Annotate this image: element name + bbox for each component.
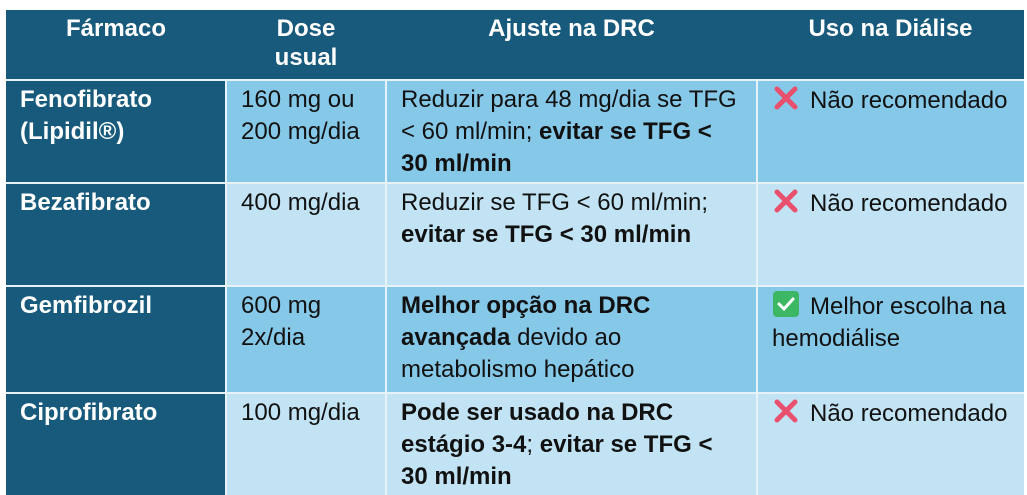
- adjust-text-segment: Reduzir para 48 mg/dia se TFG < 60 ml/mi…: [401, 86, 737, 145]
- cross-mark-icon: [772, 397, 800, 425]
- cross-mark-icon: [772, 84, 800, 112]
- table-row: Fenofibrato (Lipidil®) 160 mg ou 200 mg/…: [6, 79, 1024, 183]
- cross-mark-icon: [772, 187, 800, 215]
- dialysis-text: Não recomendado: [810, 400, 1008, 427]
- dialysis-text: Não recomendado: [810, 190, 1008, 217]
- header-dialysis: Uso na Diálise: [757, 10, 1024, 80]
- adjust-cell: Pode ser usado na DRC estágio 3-4; evita…: [385, 392, 757, 495]
- dose-cell: 400 mg/dia: [225, 182, 386, 286]
- dose-cell: 100 mg/dia: [225, 392, 386, 495]
- table-row: Gemfibrozil 600 mg 2x/dia Melhor opção n…: [6, 285, 1024, 393]
- adjust-text-segment: ;: [526, 431, 540, 458]
- adjust-text-segment: Reduzir se TFG < 60 ml/min;: [401, 189, 708, 216]
- dialysis-text: Não recomendado: [810, 87, 1008, 114]
- header-adjust: Ajuste na DRC: [386, 10, 757, 80]
- adjust-text-segment: evitar se TFG < 30 ml/min: [401, 431, 713, 490]
- adjust-text-segment: Pode ser usado na DRC estágio 3-4: [401, 399, 674, 458]
- dialysis-cell: Não recomendado: [756, 182, 1024, 286]
- adjust-cell: Melhor opção na DRC avançada devido ao m…: [385, 285, 757, 393]
- table-row: Bezafibrato 400 mg/dia Reduzir se TFG < …: [6, 182, 1024, 286]
- table-row: Ciprofibrato 100 mg/dia Pode ser usado n…: [6, 392, 1024, 495]
- check-mark-icon: [772, 290, 800, 318]
- dose-cell: 600 mg 2x/dia: [225, 285, 386, 393]
- adjust-text-segment: evitar se TFG < 30 ml/min: [401, 118, 712, 177]
- dialysis-cell: Melhor escolha na hemodiálise: [756, 285, 1024, 393]
- dialysis-cell: Não recomendado: [756, 79, 1024, 183]
- dialysis-cell: Não recomendado: [756, 392, 1024, 495]
- drug-cell: Ciprofibrato: [6, 392, 226, 495]
- dialysis-text: Melhor escolha na hemodiálise: [772, 293, 1007, 352]
- dose-cell: 160 mg ou 200 mg/dia: [225, 79, 386, 183]
- adjust-text-segment: devido ao metabolismo hepático: [401, 324, 635, 383]
- adjust-text-segment: Melhor opção na DRC avançada: [401, 292, 651, 351]
- adjust-text-segment: evitar se TFG < 30 ml/min: [401, 221, 692, 248]
- drug-cell: Bezafibrato: [6, 182, 226, 286]
- fibrates-ckd-table: Fármaco Dose usual Ajuste na DRC Uso na …: [6, 10, 1024, 495]
- adjust-cell: Reduzir para 48 mg/dia se TFG < 60 ml/mi…: [385, 79, 757, 183]
- header-dose: Dose usual: [226, 10, 386, 80]
- drug-cell: Fenofibrato (Lipidil®): [6, 79, 226, 183]
- header-drug: Fármaco: [6, 10, 226, 80]
- adjust-cell: Reduzir se TFG < 60 ml/min; evitar se TF…: [385, 182, 757, 286]
- drug-cell: Gemfibrozil: [6, 285, 226, 393]
- header-row: Fármaco Dose usual Ajuste na DRC Uso na …: [6, 10, 1024, 80]
